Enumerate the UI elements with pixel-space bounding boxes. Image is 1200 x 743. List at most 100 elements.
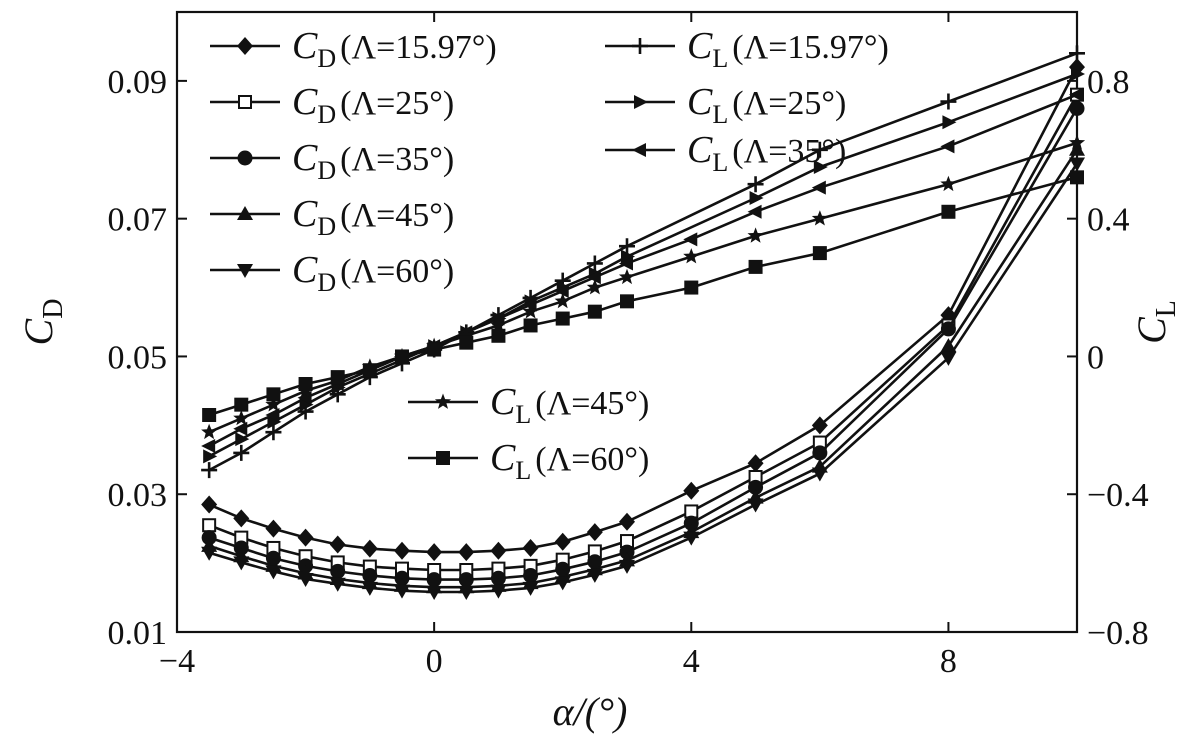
data-point — [619, 512, 635, 531]
data-point — [362, 363, 377, 378]
data-point — [265, 424, 282, 441]
legend-marker — [434, 393, 452, 409]
y-left-tick-label: 0.01 — [108, 615, 168, 652]
data-point — [361, 581, 378, 596]
data-point — [748, 479, 764, 495]
data-point — [1069, 157, 1085, 172]
data-point — [1071, 67, 1085, 81]
data-point — [201, 439, 216, 453]
legend-marker — [632, 143, 646, 157]
data-point — [812, 246, 827, 261]
y-right-tick-label: −0.8 — [1087, 615, 1149, 652]
data-point — [619, 544, 635, 560]
data-point — [234, 397, 249, 412]
data-point — [813, 160, 828, 174]
data-point — [265, 408, 280, 422]
legend-entry: CL (Λ=15.97°) — [605, 25, 889, 73]
series-line — [208, 52, 1078, 472]
legend: CD (Λ=15.97°) CD (Λ=25°) CD (Λ=35°) CD (Λ=45°) C… — [210, 25, 889, 485]
legend-entry: CD (Λ=35°) — [210, 137, 454, 185]
legend-label: CD (Λ=45°) — [292, 193, 454, 241]
data-point — [811, 416, 828, 435]
data-point — [619, 238, 635, 255]
data-point — [298, 377, 313, 391]
data-point — [749, 191, 764, 205]
data-point — [811, 141, 828, 158]
data-point — [201, 462, 218, 479]
data-point — [458, 327, 475, 343]
data-point — [554, 532, 571, 551]
data-point — [683, 481, 700, 500]
data-point — [265, 519, 282, 538]
data-point — [1070, 170, 1084, 185]
data-point — [523, 318, 538, 333]
data-point — [586, 255, 603, 272]
data-point — [522, 297, 537, 312]
legend-entry: CD (Λ=15.97°) — [210, 25, 497, 73]
data-point — [940, 338, 957, 353]
data-point — [586, 270, 601, 285]
plot-frame — [175, 10, 1079, 634]
data-point — [683, 531, 700, 546]
y-left-axis-label: CD — [16, 299, 69, 346]
data-point — [586, 568, 603, 583]
legend-entry: CD (Λ=45°) — [210, 193, 454, 241]
data-point — [233, 444, 250, 461]
data-point — [1069, 141, 1085, 156]
x-tick-label: −4 — [159, 643, 195, 680]
y-right-tick-label: −0.4 — [1087, 477, 1149, 514]
data-point — [747, 204, 762, 219]
legend-marker — [237, 206, 253, 220]
legend-label: CD (Λ=25°) — [292, 81, 454, 129]
legend-marker — [237, 150, 253, 166]
legend-entry: CD (Λ=25°) — [210, 81, 454, 129]
series-layer — [201, 45, 1086, 601]
data-point — [201, 546, 218, 561]
legend-label: CL (Λ=60°) — [490, 437, 649, 485]
legend-label: CD (Λ=35°) — [292, 137, 454, 185]
data-point — [459, 335, 474, 350]
data-point — [811, 180, 826, 195]
data-point — [747, 454, 764, 473]
legend-label: CL (Λ=45°) — [490, 381, 649, 429]
data-point — [426, 543, 443, 562]
data-point — [554, 576, 571, 591]
legend-entry: CL (Λ=60°) — [408, 437, 649, 485]
data-point — [490, 316, 507, 333]
data-point — [554, 292, 571, 309]
legend-label: CL (Λ=15.97°) — [687, 25, 889, 73]
data-point — [361, 539, 378, 558]
legend-marker — [632, 38, 648, 54]
data-point — [297, 528, 314, 547]
legend-label: CL (Λ=35°) — [687, 129, 846, 177]
data-point — [748, 259, 763, 274]
y-right-tick-label: 0.4 — [1087, 202, 1130, 239]
x-tick-label: 4 — [683, 643, 700, 680]
data-point — [621, 249, 635, 264]
data-point — [941, 204, 956, 219]
data-point — [811, 467, 828, 482]
y-right-tick-label: 0 — [1087, 339, 1104, 376]
data-point — [747, 176, 764, 193]
data-point — [811, 210, 828, 226]
data-point — [554, 284, 569, 298]
data-point — [619, 559, 635, 574]
legend-label: CD (Λ=15.97°) — [292, 25, 497, 73]
data-point — [233, 409, 250, 426]
y-left-tick-label: 0.03 — [108, 477, 168, 514]
y-left-tick-label: 0.05 — [108, 339, 168, 376]
legend-marker — [237, 264, 253, 278]
data-point — [683, 515, 699, 531]
data-point — [265, 565, 282, 580]
data-point — [233, 509, 250, 528]
series-CD(Λ=15.97°) — [201, 58, 1085, 562]
data-point — [940, 93, 957, 110]
data-point — [233, 421, 248, 436]
data-point — [201, 530, 217, 546]
data-point — [1068, 134, 1086, 150]
data-point — [265, 396, 282, 412]
data-point — [940, 139, 955, 154]
data-point — [330, 370, 345, 385]
data-point — [586, 523, 603, 542]
